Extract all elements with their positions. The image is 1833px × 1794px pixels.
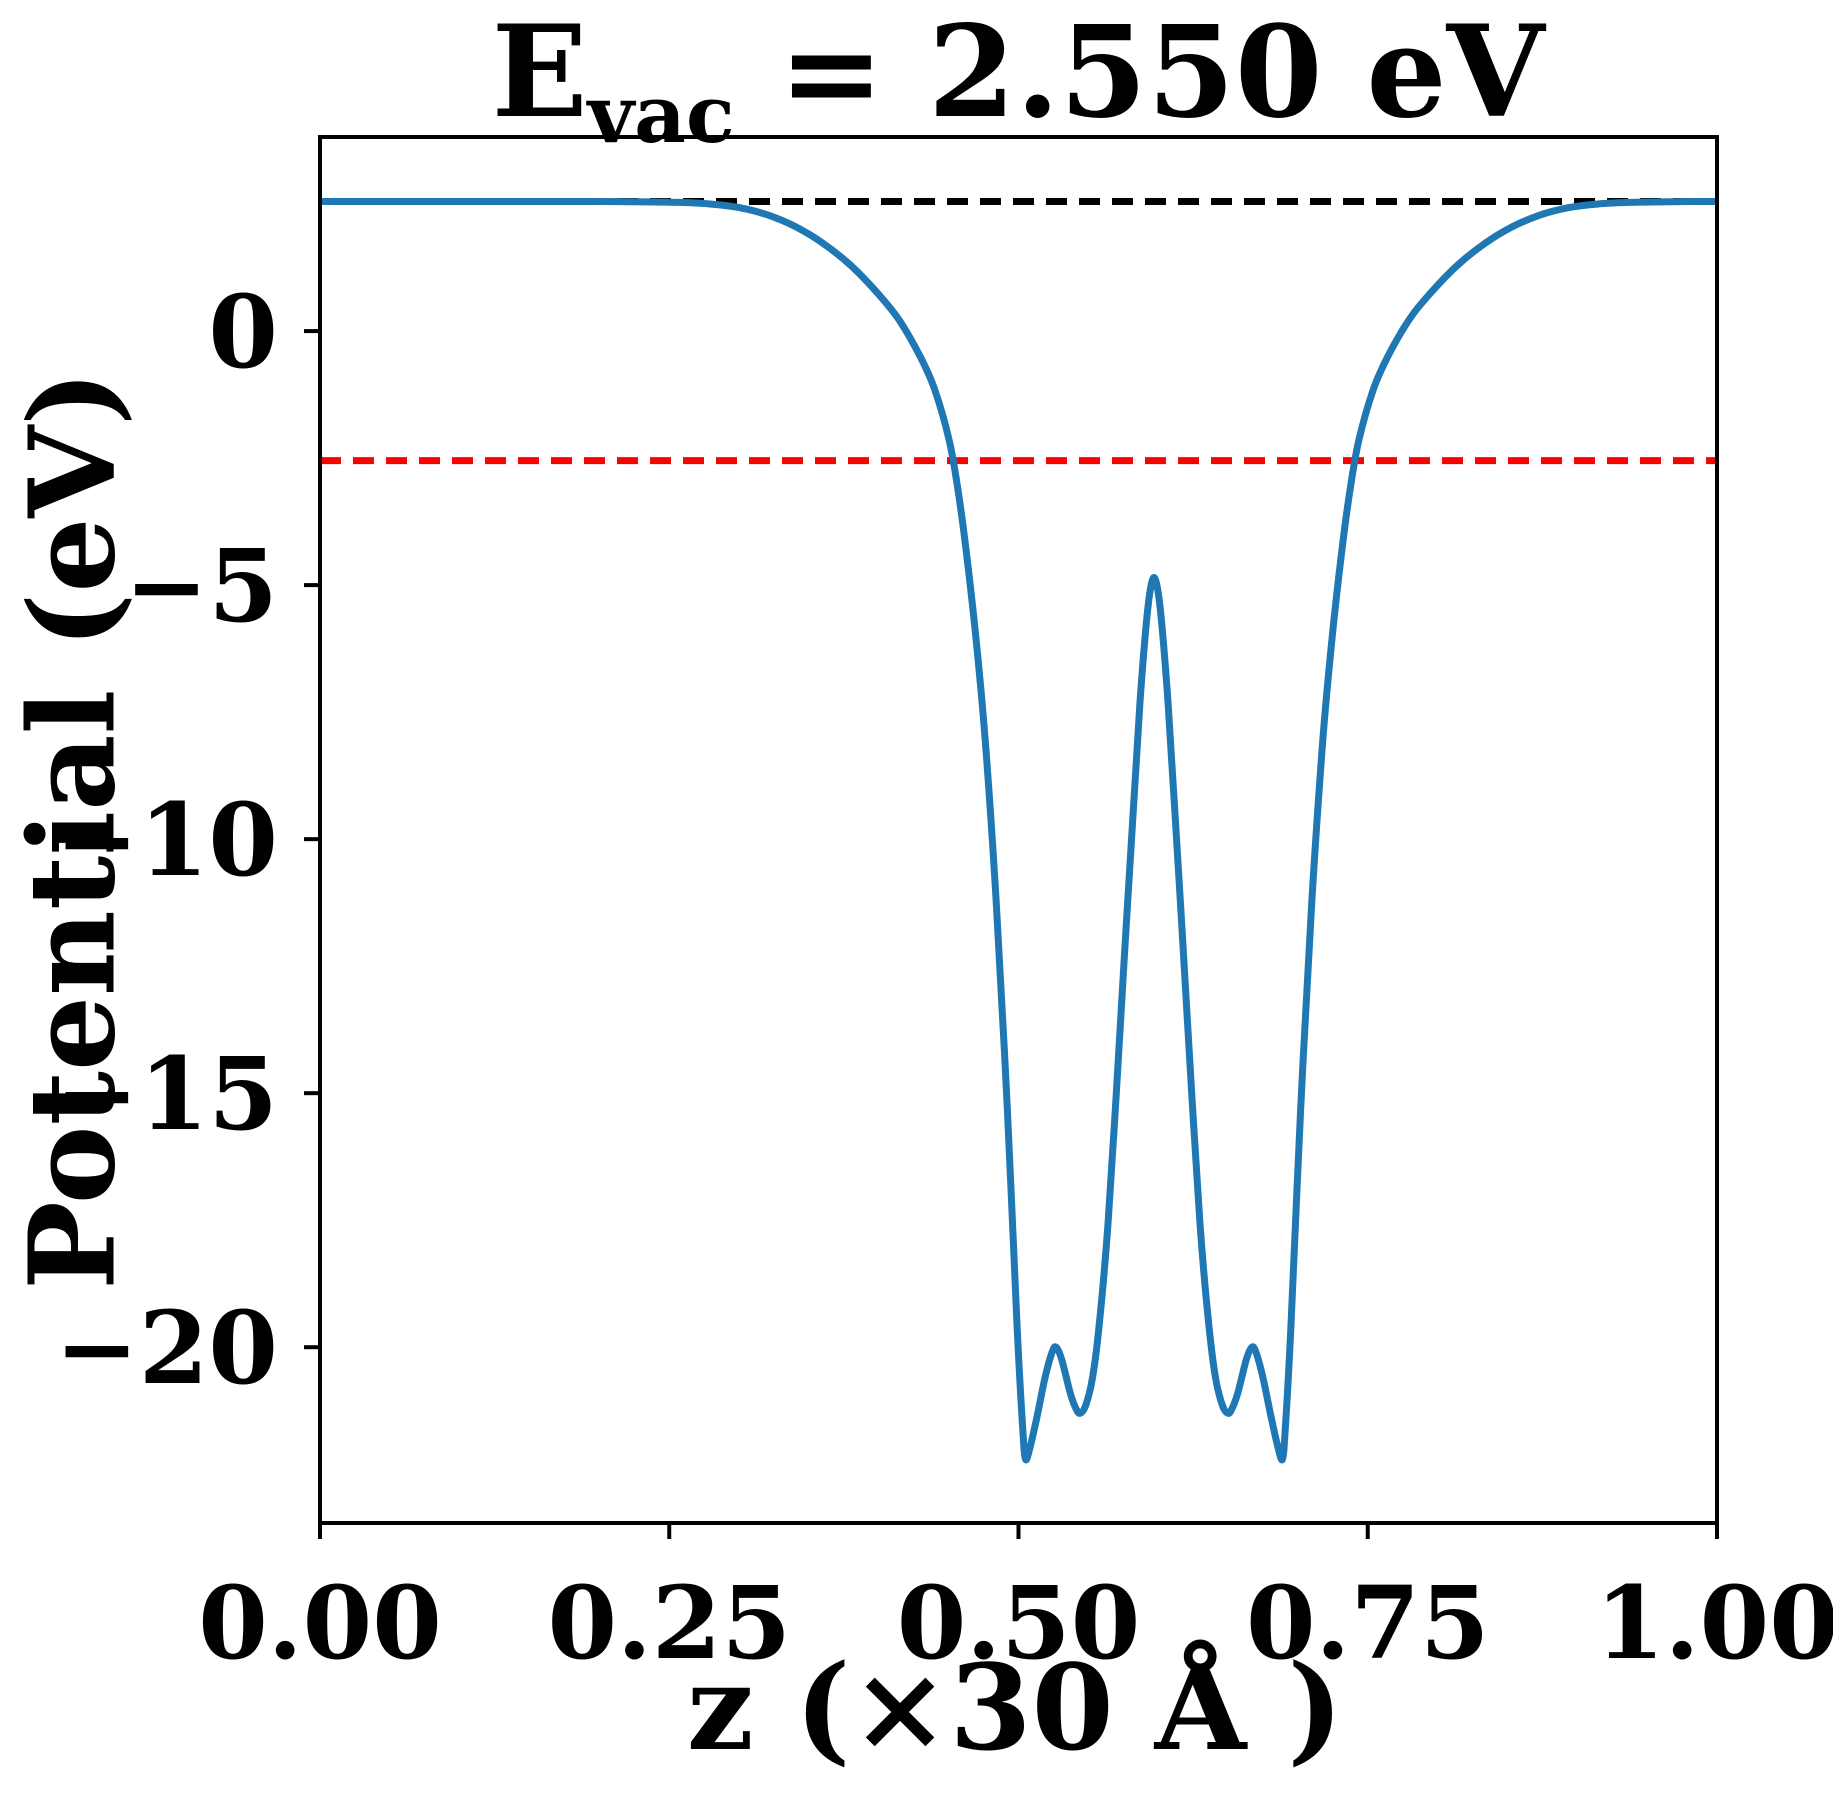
- y-tick-label: 0: [208, 273, 278, 391]
- planar-averaged-potential-curve: [320, 197, 1718, 1464]
- title-subscript: vac: [587, 67, 735, 162]
- x-tick-label: 1.00: [1595, 1564, 1833, 1682]
- x-tick-label: 0.00: [198, 1564, 442, 1682]
- y-axis-label: Potential (eV): [2, 370, 142, 1290]
- y-tick-label: −20: [55, 1289, 278, 1407]
- x-tick-label: 0.25: [547, 1564, 791, 1682]
- plot-title: Evac = 2.550 eV: [492, 6, 1545, 154]
- y-tick-label: −15: [55, 1035, 278, 1153]
- x-axis-label: z (×30 Å ): [686, 1638, 1344, 1777]
- y-tick-label: −5: [125, 527, 278, 645]
- y-tick-label: −10: [55, 781, 278, 899]
- title-symbol: E: [491, 0, 588, 146]
- x-tick-label: 0.75: [1246, 1564, 1490, 1682]
- title-value: = 2.550 eV: [734, 0, 1545, 146]
- x-tick-label: 0.50: [897, 1564, 1141, 1682]
